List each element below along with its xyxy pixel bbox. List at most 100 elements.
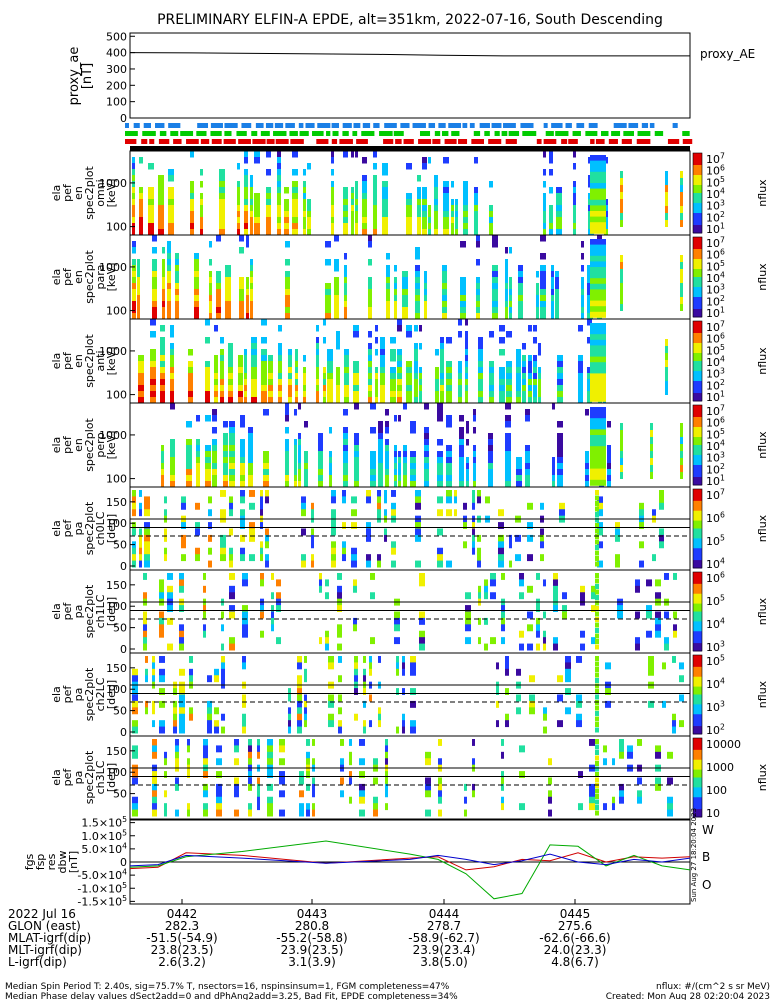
pitch-spec-cell: [221, 656, 225, 663]
pitch-spec-cell: [152, 783, 157, 791]
colorbar-cell: [693, 451, 702, 454]
energy-spec-cell: [212, 469, 217, 476]
energy-spec-cell: [435, 379, 439, 386]
pitch-spec-cell: [396, 668, 399, 676]
energy-spec-cell-late: [620, 437, 623, 444]
colorbar-cell: [693, 295, 702, 298]
pitch-spec-cell: [410, 668, 416, 676]
energy-spec-cell: [161, 475, 164, 482]
pitch-spec-cell: [385, 745, 388, 753]
energy-spec-cell: [205, 361, 210, 368]
energy-spec-cell: [522, 367, 526, 374]
energy-spec-cell: [458, 373, 462, 380]
colorbar-cell: [693, 463, 702, 466]
energy-spec-cell: [190, 199, 194, 206]
energy-spec-cell: [385, 475, 389, 482]
pitch-spec-cell: [359, 790, 365, 798]
pitch-spec-cell: [220, 554, 226, 562]
quality-bar-segment: [672, 123, 678, 128]
pitch-spec-cell: [548, 796, 552, 804]
energy-spec-cell: [424, 427, 429, 434]
energy-spec-cell: [578, 379, 583, 386]
pitch-spec-cell: [331, 560, 336, 568]
energy-spec-cell-burst: [590, 155, 606, 161]
colorbar-cell: [693, 510, 702, 514]
pitch-spec-cell: [465, 617, 471, 625]
energy-spec-cell: [415, 301, 420, 308]
energy-spec-cell: [343, 433, 348, 440]
energy-spec-cell: [237, 193, 240, 200]
pitch-spec-cell: [145, 700, 148, 708]
energy-spec-cell-late: [620, 423, 623, 430]
pitch-spec-cell: [373, 758, 378, 766]
energy-spec-cell: [403, 469, 407, 476]
energy-spec-cell: [285, 301, 290, 308]
energy-spec-cell: [194, 283, 199, 290]
energy-spec-cell: [551, 295, 554, 302]
energy-spec-cell-late: [680, 262, 683, 269]
energy-spec-cell: [419, 367, 422, 374]
quality-bar-segment: [428, 123, 436, 128]
energy-spec-cell-late: [665, 388, 668, 395]
pitch-spec-cell: [240, 522, 245, 529]
energy-spec-cell: [240, 415, 245, 422]
pitch-spec-cell: [208, 534, 212, 542]
energy-spec-cell: [268, 373, 273, 380]
energy-spec-cell: [394, 469, 397, 476]
energy-spec-cell: [277, 229, 281, 236]
energy-spec-cell-late: [620, 192, 623, 199]
plot-title: PRELIMINARY ELFIN-A EPDE, alt=351km, 202…: [157, 12, 663, 28]
colorbar-cell: [693, 321, 702, 324]
energy-spec-cell: [489, 367, 494, 374]
energy-spec-cell: [428, 211, 431, 218]
quality-bar-segment: [266, 139, 275, 144]
pitch-spec-cell: [478, 592, 481, 600]
pitch-spec-cell: [167, 592, 173, 600]
colorbar-cell: [693, 579, 702, 583]
energy-spec-cell: [362, 187, 367, 194]
energy-spec-cell-late: [680, 430, 683, 437]
energy-spec-cell: [466, 421, 469, 428]
energy-spec-cell: [410, 475, 416, 482]
colorbar-cell: [693, 716, 702, 719]
energy-spec-cell: [284, 223, 289, 230]
energy-spec-cell: [294, 445, 297, 452]
pitch-spec-cell: [477, 534, 481, 542]
coords-row-value: 282.3: [165, 919, 199, 933]
pitch-spec-cell: [354, 713, 358, 721]
colorbar-cell: [693, 465, 702, 468]
energy-spec-cell: [250, 289, 253, 296]
energy-spec-cell: [458, 331, 462, 338]
colorbar-cell: [693, 279, 702, 282]
energy-spec-cell: [277, 151, 281, 158]
energy-spec-cell: [344, 271, 347, 278]
pitch-spec-cell: [132, 751, 138, 759]
energy-spec-cell: [344, 385, 349, 392]
pitch-spec-cell: [301, 502, 306, 510]
colorbar-cell: [693, 676, 702, 680]
pitch-spec-cell: [509, 534, 512, 542]
pitch-spec-cell: [543, 611, 546, 619]
pitch-spec-cell: [279, 739, 285, 746]
energy-spec-cell: [223, 421, 228, 428]
energy-spec-cell: [390, 373, 396, 380]
energy-spec-cell: [277, 211, 281, 218]
energy-spec-cell-late: [620, 269, 623, 276]
pitch-spec-cell: [267, 751, 273, 759]
energy-spec-cell: [406, 379, 412, 386]
energy-spec-cell: [266, 211, 271, 218]
energy-spec-cell: [343, 475, 348, 482]
energy-spec-cell: [343, 469, 348, 476]
energy-spec-cell: [549, 211, 553, 218]
quality-bar-segment: [211, 139, 222, 144]
energy-spec-cell: [442, 289, 447, 296]
energy-spec-cell: [304, 481, 308, 488]
quality-bar-segment: [299, 131, 309, 136]
energy-spec-cell: [168, 229, 174, 236]
energy-spec-cell: [581, 253, 584, 260]
pitch-spec-cell: [646, 630, 652, 638]
quality-bar-segment: [649, 123, 655, 128]
energy-spec-cell: [250, 199, 253, 206]
colorbar-cell: [693, 299, 702, 302]
